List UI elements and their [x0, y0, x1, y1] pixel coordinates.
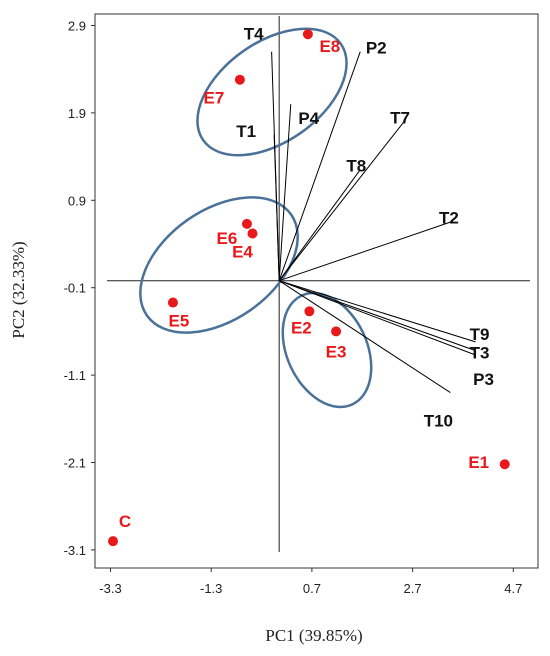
loading-label-p4: P4 [298, 109, 319, 128]
group-ellipse-1 [196, 27, 348, 157]
sample-point-c [108, 536, 119, 547]
y-axis-title: PC2 (32.33%) [9, 241, 28, 338]
sample-point-e4 [247, 228, 258, 239]
sample-point-e3 [331, 326, 342, 337]
loading-label-t2: T2 [439, 208, 459, 227]
sample-point-e8 [302, 29, 313, 40]
sample-point-e2 [304, 306, 315, 317]
loading-label-t3: T3 [470, 344, 490, 363]
loading-vector-t7 [278, 121, 405, 282]
sample-point-e6 [241, 218, 252, 229]
x-tick-label: 4.7 [504, 581, 522, 596]
loading-vector-t8 [278, 169, 361, 282]
loading-label-t4: T4 [244, 25, 264, 44]
loading-vector-t9 [279, 280, 476, 343]
y-tick-label: -0.1 [64, 281, 86, 296]
y-tick-label: -1.1 [64, 368, 86, 383]
loading-vector-p2 [278, 51, 361, 281]
loading-label-t7: T7 [390, 109, 410, 128]
y-tick-label: 1.9 [68, 106, 86, 121]
x-tick-label: 0.7 [303, 581, 321, 596]
loading-label-t10: T10 [424, 412, 453, 431]
sample-label-e3: E3 [326, 342, 347, 361]
loading-label-p2: P2 [366, 39, 387, 58]
sample-label-e6: E6 [217, 229, 238, 248]
sample-point-e7 [234, 74, 245, 85]
loading-label-p3: P3 [473, 370, 494, 389]
group-ellipse-2 [139, 196, 299, 334]
sample-label-e4: E4 [232, 243, 253, 262]
loading-label-t9: T9 [470, 325, 490, 344]
sample-point-e5 [167, 297, 178, 308]
loading-vector-p3 [278, 280, 476, 356]
sample-label-e7: E7 [204, 89, 225, 108]
plot-frame [94, 13, 539, 569]
y-tick-label: 0.9 [68, 193, 86, 208]
sample-label-e8: E8 [319, 37, 340, 56]
loading-vector-t2 [279, 220, 454, 282]
loading-label-t1: T1 [236, 122, 256, 141]
y-tick-label: 2.9 [68, 19, 86, 34]
loading-vector-t3 [279, 280, 476, 352]
sample-label-e2: E2 [291, 318, 312, 337]
loading-vector-t10 [278, 280, 451, 393]
x-axis-title: PC1 (39.85%) [265, 626, 362, 645]
y-tick-label: -2.1 [64, 456, 86, 471]
x-tick-label: 2.7 [404, 581, 422, 596]
loading-vector-t1 [273, 134, 280, 281]
x-tick-label: -3.3 [99, 581, 121, 596]
sample-label-c: C [119, 512, 131, 531]
sample-point-e1 [499, 459, 510, 470]
y-tick-label: -3.1 [64, 543, 86, 558]
sample-label-e5: E5 [169, 312, 190, 331]
loading-vector-p4 [278, 104, 292, 281]
x-tick-label: -1.3 [200, 581, 222, 596]
sample-label-e1: E1 [468, 453, 489, 472]
loading-label-t8: T8 [346, 157, 366, 176]
